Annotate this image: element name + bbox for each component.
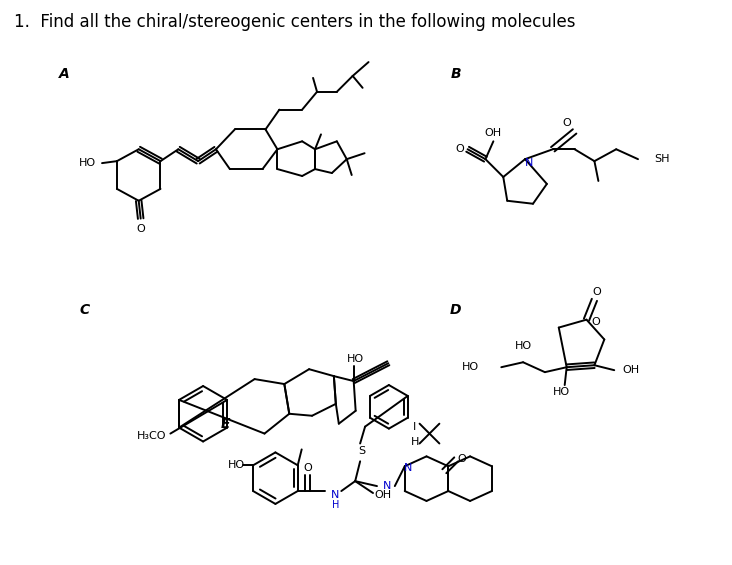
Text: HO: HO — [228, 460, 245, 470]
Text: N: N — [525, 158, 533, 168]
Text: N: N — [383, 481, 391, 491]
Text: O: O — [303, 463, 312, 473]
Text: O: O — [591, 316, 600, 327]
Text: O: O — [458, 454, 466, 464]
Text: OH: OH — [485, 128, 502, 138]
Text: HO: HO — [79, 158, 96, 168]
Text: B: B — [450, 67, 461, 81]
Text: 1.  Find all the chiral/stereogenic centers in the following molecules: 1. Find all the chiral/stereogenic cente… — [14, 14, 575, 32]
Text: HO: HO — [463, 362, 479, 372]
Text: D: D — [450, 303, 461, 317]
Text: OH: OH — [374, 490, 392, 500]
Text: O: O — [592, 287, 601, 297]
Text: OH: OH — [622, 365, 639, 375]
Text: I: I — [413, 421, 417, 432]
Text: H₃CO: H₃CO — [137, 431, 166, 441]
Text: SH: SH — [654, 154, 669, 164]
Text: HO: HO — [515, 341, 531, 351]
Text: C: C — [79, 303, 89, 317]
Text: O: O — [562, 119, 571, 128]
Text: HO: HO — [553, 387, 570, 397]
Text: HO: HO — [347, 354, 365, 364]
Text: O: O — [136, 224, 145, 233]
Text: H: H — [332, 500, 339, 510]
Text: S: S — [359, 446, 366, 457]
Text: O: O — [455, 144, 463, 154]
Text: A: A — [59, 67, 70, 81]
Text: E: E — [221, 416, 231, 431]
Text: N: N — [331, 490, 340, 500]
Text: N: N — [403, 463, 412, 473]
Text: H: H — [411, 437, 419, 446]
